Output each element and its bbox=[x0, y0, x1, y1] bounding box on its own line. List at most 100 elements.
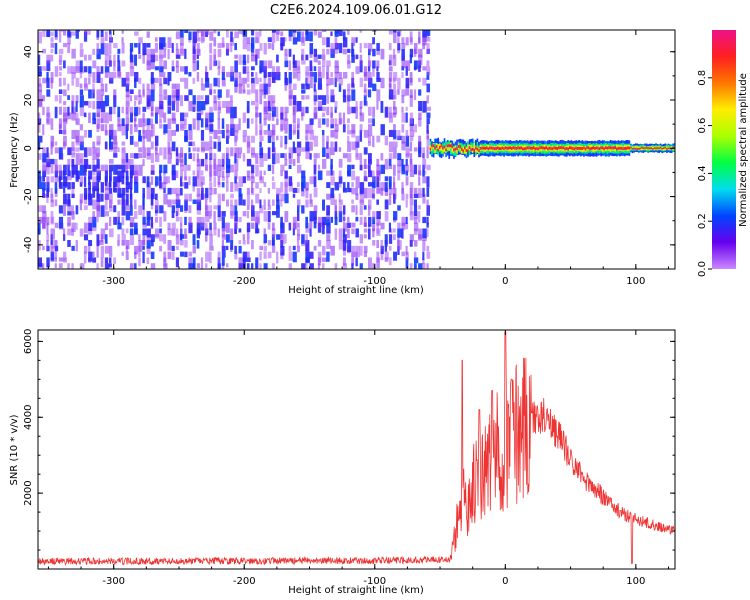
heatmap-cell bbox=[322, 199, 326, 211]
heatmap-cell bbox=[367, 153, 372, 165]
heatmap-cell bbox=[309, 228, 312, 237]
heatmap-cell bbox=[159, 170, 162, 182]
heatmap-cell bbox=[92, 158, 95, 165]
heatmap-cell bbox=[313, 89, 317, 100]
heatmap-cell bbox=[238, 193, 243, 206]
heatmap-cell bbox=[305, 199, 309, 208]
heatmap-cell bbox=[330, 176, 335, 186]
heatmap-cell bbox=[134, 54, 138, 66]
heatmap-cell bbox=[58, 263, 63, 269]
heatmap-signal-cell bbox=[473, 142, 476, 149]
heatmap-cell bbox=[284, 193, 289, 204]
heatmap-cell bbox=[109, 164, 114, 172]
heatmap-cell bbox=[58, 164, 62, 177]
heatmap-cell bbox=[138, 89, 141, 98]
heatmap-cell bbox=[426, 124, 429, 134]
heatmap-cell bbox=[63, 251, 67, 262]
heatmap-cell bbox=[426, 199, 429, 210]
heatmap-cell bbox=[351, 30, 355, 31]
heatmap-cell bbox=[121, 193, 125, 206]
heatmap-cell bbox=[192, 147, 197, 152]
heatmap-cell bbox=[326, 234, 331, 241]
heatmap-cell bbox=[246, 89, 251, 95]
heatmap-cell bbox=[351, 37, 356, 47]
heatmap-cell bbox=[42, 211, 47, 223]
heatmap-signal-cell bbox=[429, 147, 432, 151]
heatmap-cell bbox=[117, 54, 120, 62]
heatmap-cell bbox=[409, 211, 414, 221]
heatmap-cell bbox=[221, 66, 225, 74]
heatmap-signal-cell bbox=[529, 146, 532, 150]
heatmap-cell bbox=[217, 170, 222, 178]
heatmap-cell bbox=[426, 30, 431, 36]
heatmap-cell bbox=[426, 60, 430, 67]
heatmap-cell bbox=[188, 251, 193, 257]
heatmap-cell bbox=[372, 83, 377, 92]
heatmap-cell bbox=[246, 263, 250, 269]
heatmap-cell bbox=[351, 182, 354, 188]
heatmap-cell bbox=[104, 66, 110, 73]
heatmap-cell bbox=[426, 222, 429, 228]
heatmap-cell bbox=[192, 48, 197, 61]
heatmap-signal-cell bbox=[460, 143, 463, 153]
heatmap-cell bbox=[418, 118, 422, 127]
heatmap-cell bbox=[175, 216, 180, 222]
heatmap-cell bbox=[326, 135, 329, 148]
heatmap-cell bbox=[351, 164, 355, 170]
heatmap-cell bbox=[259, 205, 264, 214]
heatmap-signal-cell bbox=[672, 146, 675, 149]
heatmap-cell bbox=[342, 124, 346, 133]
heatmap-cell bbox=[296, 100, 302, 112]
heatmap-cell bbox=[100, 100, 106, 113]
heatmap-cell bbox=[196, 158, 201, 167]
heatmap-cell bbox=[104, 263, 110, 269]
heatmap-cell bbox=[322, 106, 326, 112]
heatmap-cell bbox=[138, 129, 142, 141]
heatmap-cell bbox=[372, 263, 376, 269]
heatmap-cell bbox=[347, 240, 352, 253]
heatmap-cell bbox=[309, 141, 313, 151]
heatmap-cell bbox=[104, 141, 108, 150]
heatmap-cell bbox=[225, 30, 229, 38]
heatmap-cell bbox=[284, 182, 288, 194]
heatmap-cell bbox=[292, 141, 295, 152]
heatmap-signal-cell bbox=[584, 147, 587, 151]
heatmap-cell bbox=[121, 234, 126, 246]
heatmap-cell bbox=[259, 30, 262, 37]
heatmap-cell bbox=[175, 187, 181, 196]
heatmap-signal-cell bbox=[628, 146, 631, 150]
heatmap-cell bbox=[71, 112, 76, 121]
heatmap-signal-cell bbox=[468, 145, 471, 156]
heatmap-cell bbox=[322, 30, 327, 33]
heatmap-cell bbox=[418, 187, 422, 195]
heatmap-cell bbox=[146, 43, 151, 48]
heatmap-cell bbox=[393, 30, 397, 33]
heatmap-cell bbox=[54, 147, 59, 154]
heatmap-cell bbox=[163, 193, 168, 205]
heatmap-cell bbox=[242, 211, 247, 217]
heatmap-cell bbox=[305, 106, 309, 114]
heatmap-cell bbox=[88, 129, 92, 138]
heatmap-cell bbox=[138, 234, 141, 242]
heatmap-cell bbox=[221, 176, 225, 181]
heatmap-cell bbox=[205, 72, 209, 82]
heatmap-cell bbox=[351, 72, 355, 83]
heatmap-cell bbox=[129, 106, 134, 115]
heatmap-cell bbox=[217, 66, 221, 76]
heatmap-cell bbox=[380, 124, 385, 136]
heatmap-cell bbox=[150, 187, 155, 199]
heatmap-cell bbox=[255, 153, 259, 164]
heatmap-cell bbox=[67, 176, 72, 181]
heatmap-signal-cell bbox=[554, 146, 557, 150]
heatmap-cell bbox=[251, 263, 254, 269]
heatmap-cell bbox=[230, 66, 234, 76]
heatmap-cell bbox=[150, 234, 155, 242]
heatmap-signal-cell bbox=[617, 146, 620, 150]
heatmap-cell bbox=[376, 257, 380, 268]
heatmap-cell bbox=[50, 48, 54, 54]
heatmap-cell bbox=[138, 118, 143, 128]
heatmap-cell bbox=[326, 251, 330, 262]
heatmap-cell bbox=[159, 176, 162, 188]
heatmap-cell bbox=[217, 176, 221, 185]
